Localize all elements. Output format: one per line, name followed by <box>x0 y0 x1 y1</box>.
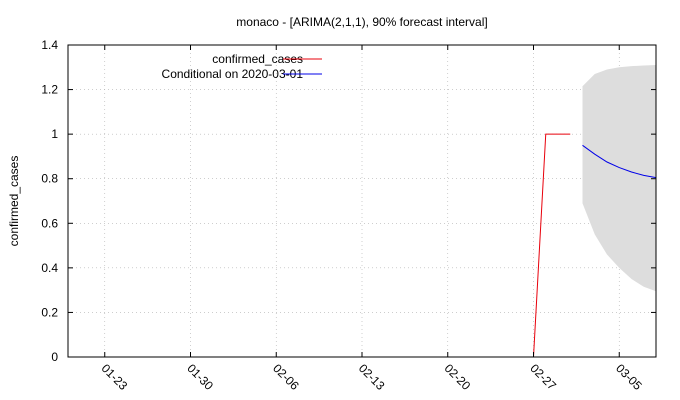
legend-label-0: confirmed_cases <box>212 52 303 66</box>
chart-title: monaco - [ARIMA(2,1,1), 90% forecast int… <box>236 15 487 29</box>
series-line-0 <box>533 133 571 358</box>
x-tick-label: 01-30 <box>184 361 216 393</box>
y-axis-label: confirmed_cases <box>7 156 21 247</box>
y-tick-label: 0.2 <box>41 305 58 319</box>
x-axis-ticks: 01-23 01-30 02-06 02-13 02-20 02-27 03-05 <box>99 45 645 393</box>
y-tick-label: 1 <box>51 127 58 141</box>
grid <box>68 45 656 357</box>
y-tick-label: 1.4 <box>41 38 58 52</box>
y-tick-label: 0.4 <box>41 261 58 275</box>
y-tick-label: 0.6 <box>41 216 58 230</box>
legend-label-1: Conditional on 2020-03-01 <box>162 67 304 81</box>
x-tick-label: 02-13 <box>356 361 388 393</box>
series-line-1 <box>582 144 657 179</box>
y-tick-label: 0 <box>51 350 58 364</box>
forecast-interval-layer <box>582 65 656 292</box>
x-tick-label: 02-06 <box>270 361 302 393</box>
forecast-interval-band <box>582 65 656 292</box>
series-layer <box>533 133 657 358</box>
y-tick-label: 0.8 <box>41 172 58 186</box>
x-tick-label: 01-23 <box>99 361 131 393</box>
y-axis-ticks: 0 0.2 0.4 0.6 0.8 1 1.2 1.4 <box>41 38 656 364</box>
y-tick-label: 1.2 <box>41 83 58 97</box>
x-tick-label: 02-27 <box>527 361 559 393</box>
x-tick-label: 02-20 <box>442 361 474 393</box>
x-tick-label: 03-05 <box>613 361 645 393</box>
